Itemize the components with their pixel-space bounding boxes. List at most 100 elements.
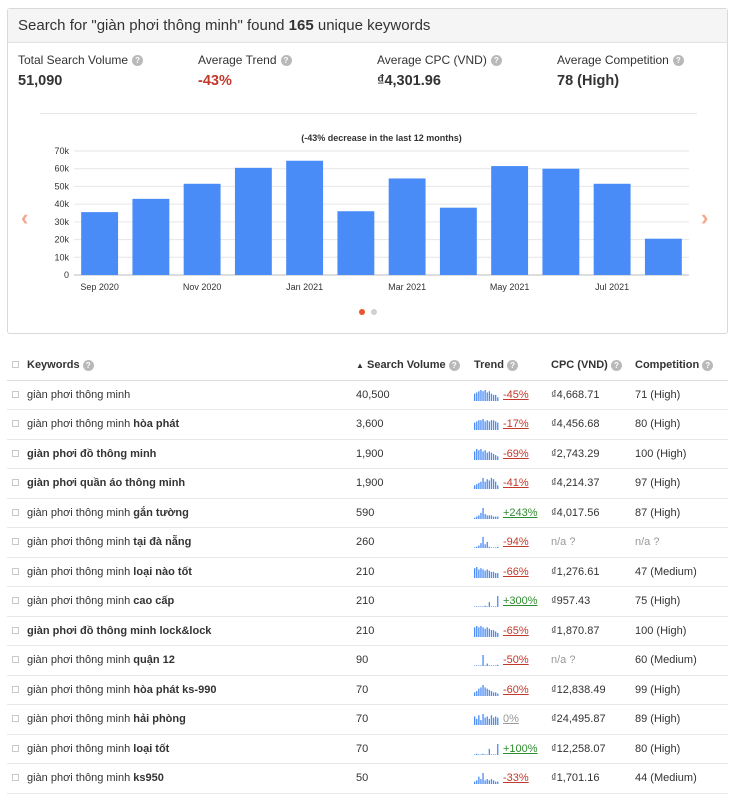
competition-value: 100 (High) xyxy=(635,624,687,637)
row-checkbox[interactable] xyxy=(12,597,19,605)
table-row[interactable]: giàn phơi thông minh 40,500 -45% ₫4,668.71 7… xyxy=(7,380,728,410)
search-volume-value: 1,900 xyxy=(356,447,384,460)
spark-bar xyxy=(495,606,497,608)
help-icon[interactable]: ? xyxy=(610,359,622,371)
row-select-cell xyxy=(7,645,27,676)
help-icon[interactable]: ? xyxy=(132,54,144,66)
trend-value: -45% xyxy=(503,388,529,401)
row-checkbox[interactable] xyxy=(12,744,19,752)
table-row[interactable]: giàn phơi quần áo thông minh 1,900 -41% ₫4,… xyxy=(7,468,728,499)
competition-cell: 100 (High) xyxy=(635,439,728,469)
table-row[interactable]: giàn phơi thông minh ks950 50 -33% ₫1,701.1… xyxy=(7,763,728,794)
row-checkbox[interactable] xyxy=(12,685,19,693)
spark-bar xyxy=(484,717,486,726)
table-row[interactable]: giàn phơi thông minh quận 12 90 -50% n/a ? 6… xyxy=(7,645,728,676)
spark-bar xyxy=(497,693,499,696)
cpc-value: ₫12,258.07 xyxy=(551,742,606,755)
table-row[interactable]: giàn phơi thông minh hòa phát 3,600 -17% ₫4… xyxy=(7,409,728,440)
spark-bar xyxy=(486,754,488,755)
volume-cell: 210 xyxy=(350,586,474,617)
col-cpc[interactable]: CPC (VND) ? xyxy=(551,350,635,381)
volume-cell: 50 xyxy=(350,763,474,794)
row-checkbox[interactable] xyxy=(12,774,19,782)
keyword-cell: giàn phơi thông minh cao cấp xyxy=(27,586,350,617)
row-checkbox[interactable] xyxy=(12,626,19,634)
table-row[interactable]: giàn phơi thông minh loại nào tốt 210 -66%… xyxy=(7,557,728,587)
row-select-cell xyxy=(7,586,27,617)
cpc-cell: ₫1,701.16 xyxy=(551,763,635,794)
table-row[interactable]: giàn phơi thông minh gắn tường 590 +243% ₫4… xyxy=(7,498,728,528)
x-tick-label: Mar 2021 xyxy=(388,282,426,292)
bar-jan-2021 xyxy=(286,160,324,275)
spark-bar xyxy=(482,773,484,785)
help-icon[interactable]: ? xyxy=(280,54,292,66)
table-row[interactable]: giàn phơi đồ thông minh lock&lock 210 -65%… xyxy=(7,616,728,646)
col-competition[interactable]: Competition ? xyxy=(635,350,728,381)
row-checkbox[interactable] xyxy=(12,508,19,516)
row-checkbox[interactable] xyxy=(12,449,19,457)
col-keywords[interactable]: Keywords ? xyxy=(27,350,350,381)
row-checkbox[interactable] xyxy=(12,390,19,398)
table-row[interactable]: giàn phơi thông minh hải phòng 70 0% ₫24,49… xyxy=(7,704,728,735)
help-icon[interactable]: ? xyxy=(702,359,714,371)
pager-dot-active[interactable] xyxy=(359,309,365,315)
spark-bar xyxy=(488,748,490,755)
col-search-volume[interactable]: ▲ Search Volume ? xyxy=(350,350,474,381)
spark-bar xyxy=(474,627,476,637)
row-select-cell xyxy=(7,468,27,499)
help-icon[interactable]: ? xyxy=(448,359,460,371)
row-checkbox[interactable] xyxy=(12,715,19,723)
row-checkbox[interactable] xyxy=(12,420,19,428)
chevron-right-icon[interactable]: › xyxy=(701,205,709,230)
trend-cell: -45% xyxy=(474,380,551,410)
keyword-text: giàn phơi thông minh xyxy=(27,565,134,578)
spark-bar xyxy=(490,715,493,726)
row-checkbox[interactable] xyxy=(12,479,19,487)
keyword-cell: giàn phơi thông minh gắn tường xyxy=(27,498,350,528)
volume-cell: 260 xyxy=(350,527,474,558)
row-checkbox[interactable] xyxy=(12,538,19,546)
volume-cell: 70 xyxy=(350,675,474,705)
table-row[interactable]: giàn phơi thông minh cao cấp 210 +300% ₫957… xyxy=(7,586,728,617)
spark-bar xyxy=(484,481,486,490)
help-icon[interactable]: ? xyxy=(82,359,94,371)
table-row[interactable]: giàn phơi thông minh hòa phát ks-990 70 -6… xyxy=(7,675,728,705)
spark-bar xyxy=(478,754,480,755)
trend-cell: -60% xyxy=(474,675,551,705)
competition-value: 97 (High) xyxy=(635,477,681,490)
spark-bar xyxy=(474,567,476,578)
spark-bar xyxy=(488,480,490,490)
pager-dot[interactable] xyxy=(371,309,377,315)
bar-aug-2021 xyxy=(644,238,682,275)
spark-bar xyxy=(490,393,493,401)
spark-bar xyxy=(482,478,484,490)
spark-bar xyxy=(490,547,493,549)
row-checkbox[interactable] xyxy=(12,656,19,664)
table-row[interactable]: giàn phơi thông minh loại tốt 70 +100% ₫12,… xyxy=(7,734,728,764)
trend-cell: -69% xyxy=(474,439,551,469)
table-row[interactable]: giàn phơi thông minh tại đà nẵng 260 -94% n… xyxy=(7,527,728,558)
select-all-checkbox[interactable] xyxy=(12,360,19,368)
y-tick-label: 70k xyxy=(54,146,69,156)
help-icon[interactable]: ? xyxy=(672,54,684,66)
volume-cell: 210 xyxy=(350,616,474,646)
trend-wrap: -69% xyxy=(474,448,551,460)
volume-cell: 90 xyxy=(350,645,474,676)
cpc-cell: ₫1,870.87 xyxy=(551,616,635,646)
row-checkbox[interactable] xyxy=(12,567,19,575)
row-select-cell xyxy=(7,734,27,764)
table-row[interactable]: giàn phơi đồ thông minh 1,900 -69% ₫2,743.2… xyxy=(7,439,728,469)
help-icon[interactable]: ? xyxy=(490,54,502,66)
help-icon[interactable]: ? xyxy=(507,359,519,371)
spark-bar xyxy=(482,537,484,549)
trend-wrap: +100% xyxy=(474,743,551,755)
row-select-cell xyxy=(7,557,27,587)
col-trend[interactable]: Trend ? xyxy=(474,350,551,381)
col-volume-label: Search Volume xyxy=(366,358,446,371)
chevron-left-icon[interactable]: ‹ xyxy=(21,205,29,230)
keyword-text: giàn phơi thông minh xyxy=(27,536,134,549)
y-tick-label: 30k xyxy=(54,217,69,227)
keyword-cell: giàn phơi thông minh hòa phát ks-990 xyxy=(27,675,350,705)
col-keywords-label: Keywords xyxy=(27,358,80,371)
cpc-value: ₫4,214.37 xyxy=(551,477,600,490)
